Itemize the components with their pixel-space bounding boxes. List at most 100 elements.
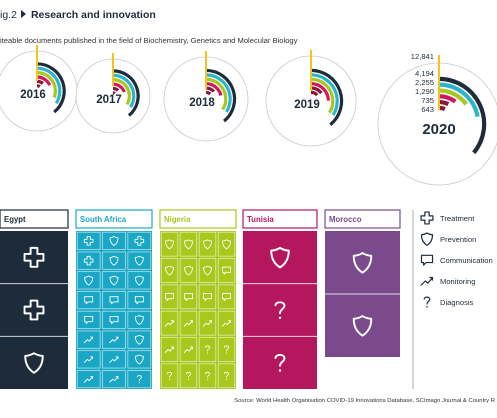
question-mark-icon: [205, 345, 210, 354]
value-label-2020: 12,841: [411, 52, 434, 61]
matrix-cell: [217, 258, 236, 283]
matrix-cell: [127, 350, 152, 369]
matrix-cell: [198, 231, 217, 257]
speech-bubble-icon: [184, 292, 193, 301]
trend-line-icon: [164, 346, 174, 354]
shield-icon: [134, 255, 144, 266]
radial-arc: [310, 68, 344, 126]
speech-bubble-icon: [109, 296, 119, 305]
shield-icon: [184, 265, 193, 276]
country-column-south_africa: South Africa: [75, 209, 153, 389]
shield-icon: [134, 354, 144, 365]
country-body: [160, 231, 236, 389]
shield-icon: [134, 334, 144, 345]
matrix-cell: [217, 310, 236, 336]
matrix-cell: [160, 231, 179, 257]
year-label: 2020: [422, 121, 455, 138]
matrix-cell: [179, 310, 198, 336]
shield-icon: [24, 352, 44, 374]
shield-icon: [84, 275, 94, 286]
shield-icon: [270, 246, 290, 269]
matrix-cell: [198, 363, 217, 389]
matrix-cell: [179, 258, 198, 283]
matrix-cell: [127, 271, 152, 290]
matrix-cell: [160, 284, 179, 310]
matrix-cell: [217, 363, 236, 389]
radial-arc: [205, 68, 237, 123]
matrix-cell: [102, 291, 126, 310]
radial-year-2018: 2018: [163, 51, 249, 142]
speech-bubble-icon: [84, 296, 94, 305]
radial-arc: [205, 90, 212, 96]
matrix-cell: [127, 291, 152, 310]
radial-arc: [36, 71, 57, 99]
matrix-cell: [179, 363, 198, 389]
radial-arc: [112, 73, 136, 108]
country-body: [243, 231, 317, 389]
trend-line-icon: [109, 376, 119, 383]
cross-icon: [23, 246, 45, 268]
matrix-cell: [76, 251, 101, 270]
question-mark-icon: [224, 371, 229, 380]
year-label: 2016: [20, 89, 46, 101]
value-label-2020: 2,255: [415, 78, 434, 87]
matrix-cell: [198, 310, 217, 336]
value-label-2020: 4,194: [415, 69, 434, 78]
matrix-cell: [217, 337, 236, 362]
matrix-cell: [76, 291, 101, 310]
speech-bubble-icon: [203, 292, 212, 301]
country-header-label: Nigeria: [164, 215, 191, 224]
trend-line-icon: [109, 356, 119, 363]
matrix-cell: [102, 350, 126, 369]
shield-icon: [165, 239, 174, 250]
speech-bubble-icon: [109, 316, 119, 325]
trend-line-icon: [83, 336, 94, 344]
matrix-cell: [160, 337, 179, 362]
speech-bubble-icon: [134, 296, 144, 305]
cross-icon: [83, 236, 94, 246]
shield-icon: [109, 255, 119, 266]
country-header-box: [0, 209, 69, 229]
speech-bubble-icon: [222, 292, 231, 301]
matrix-cell: [127, 330, 152, 349]
question-mark-icon: [136, 375, 142, 384]
matrix-cell: [102, 370, 126, 389]
question-mark-icon: [205, 371, 210, 380]
country-column-tunisia: Tunisia: [242, 209, 318, 389]
cross-icon: [23, 299, 45, 321]
triangle-right-icon: [20, 10, 26, 18]
cross-icon: [420, 211, 434, 225]
matrix-cell: [127, 370, 152, 389]
matrix-cell: [198, 258, 217, 283]
innovation-matrix: Egypt South Africa Nigeria Tunisia Morocco Tr…: [0, 209, 493, 389]
radial-year-2016: 2016: [0, 45, 78, 132]
matrix-cell: [127, 251, 152, 270]
value-label-2020: 643: [421, 105, 434, 114]
country-header-box: [324, 209, 401, 229]
matrix-cell: [102, 310, 126, 329]
trend-line-icon: [420, 276, 434, 286]
country-body: [76, 231, 152, 389]
shield-icon: [134, 275, 144, 286]
matrix-cell: [127, 231, 152, 250]
trend-line-icon: [202, 320, 212, 327]
speech-bubble-icon: [222, 266, 231, 275]
speech-bubble-icon: [84, 316, 94, 325]
shield-icon: [109, 275, 119, 286]
figure-label: ig.2: [0, 9, 17, 21]
country-header-label: Tunisia: [247, 215, 274, 224]
year-label: 2017: [96, 94, 122, 106]
matrix-cell: [160, 310, 179, 336]
radial-arc: [438, 88, 468, 106]
matrix-cell: [76, 350, 101, 369]
shield-icon: [184, 239, 193, 250]
matrix-cell: [76, 370, 101, 389]
legend-label-treatment: Treatment: [440, 214, 475, 223]
figure-title: ig.2 Research and innovation: [0, 9, 156, 21]
trend-line-icon: [164, 320, 174, 327]
speech-bubble-icon: [165, 292, 174, 301]
matrix-cell: [102, 330, 126, 349]
radial-arc: [36, 66, 62, 105]
radial-arc: [36, 84, 41, 89]
